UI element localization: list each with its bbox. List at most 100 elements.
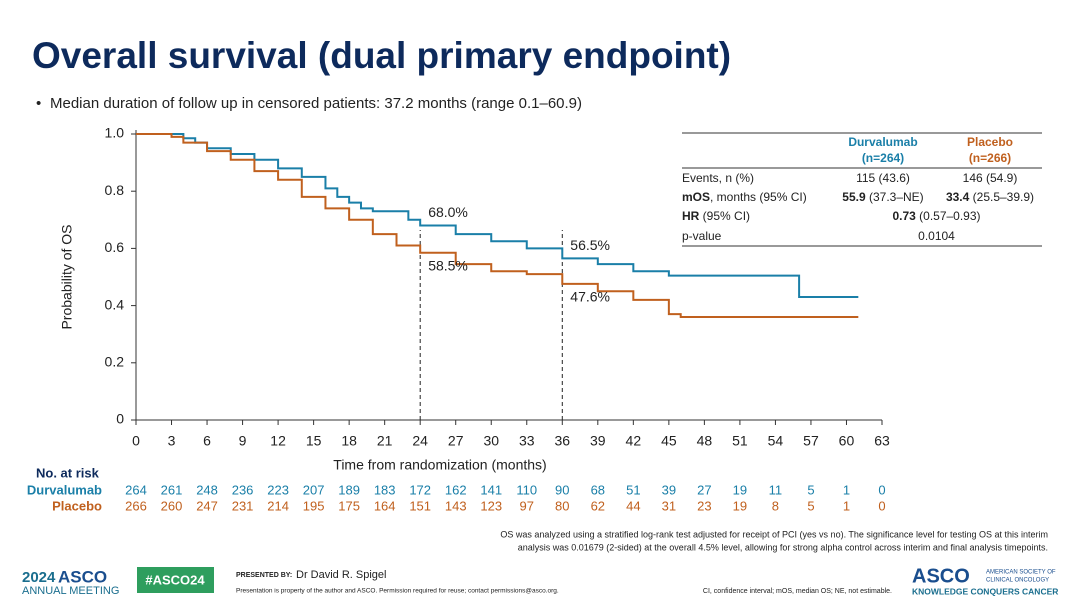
table-header: Placebo bbox=[967, 135, 1013, 149]
cell-text: 146 (54.9) bbox=[963, 171, 1018, 185]
cell-text: (95% CI) bbox=[699, 209, 750, 223]
risk-value: 223 bbox=[267, 482, 289, 497]
meeting-org: ASCO bbox=[58, 567, 107, 586]
risk-row-label: Durvalumab bbox=[27, 482, 102, 497]
risk-value: 23 bbox=[697, 498, 711, 513]
risk-value: 80 bbox=[555, 498, 569, 513]
annotation: 58.5% bbox=[428, 257, 468, 273]
risk-value: 172 bbox=[409, 482, 431, 497]
risk-value: 62 bbox=[591, 498, 605, 513]
table-header: Durvalumab bbox=[848, 135, 917, 149]
risk-value: 207 bbox=[303, 482, 325, 497]
x-tick-label: 39 bbox=[590, 433, 606, 449]
risk-value: 260 bbox=[161, 498, 183, 513]
table-cell: HR (95% CI) bbox=[682, 209, 750, 223]
risk-title: No. at risk bbox=[36, 465, 100, 480]
risk-value: 162 bbox=[445, 482, 467, 497]
risk-value: 248 bbox=[196, 482, 218, 497]
y-axis-label: Probability of OS bbox=[59, 224, 75, 329]
cell-bold: mOS bbox=[682, 190, 710, 204]
cell-bold: 55.9 bbox=[842, 190, 866, 204]
cell-text: (25.5–39.9) bbox=[969, 190, 1034, 204]
risk-value: 97 bbox=[520, 498, 534, 513]
footnote: OS was analyzed using a stratified log-r… bbox=[500, 529, 1048, 539]
logo-tag: KNOWLEDGE CONQUERS CANCER bbox=[912, 586, 1058, 596]
y-tick-label: 0.2 bbox=[105, 354, 125, 370]
x-tick-label: 24 bbox=[412, 433, 428, 449]
x-tick-label: 33 bbox=[519, 433, 535, 449]
table-cell: mOS, months (95% CI) bbox=[682, 190, 807, 204]
risk-value: 1 bbox=[843, 482, 850, 497]
risk-value: 0 bbox=[878, 482, 885, 497]
risk-value: 151 bbox=[409, 498, 431, 513]
risk-value: 264 bbox=[125, 482, 147, 497]
risk-value: 247 bbox=[196, 498, 218, 513]
risk-value: 261 bbox=[161, 482, 183, 497]
cell-bold: HR bbox=[682, 209, 700, 223]
table-cell: 33.4 (25.5–39.9) bbox=[946, 190, 1034, 204]
x-tick-label: 3 bbox=[168, 433, 176, 449]
logo: ASCO bbox=[912, 565, 970, 587]
table-header: (n=266) bbox=[969, 151, 1011, 165]
logo-sub: AMERICAN SOCIETY OF bbox=[986, 570, 1056, 576]
x-tick-label: 54 bbox=[768, 433, 784, 449]
risk-value: 143 bbox=[445, 498, 467, 513]
presenter: Dr David R. Spigel bbox=[296, 569, 386, 581]
y-tick-label: 1.0 bbox=[105, 125, 125, 141]
risk-value: 123 bbox=[480, 498, 502, 513]
risk-value: 44 bbox=[626, 498, 640, 513]
x-axis-label: Time from randomization (months) bbox=[333, 457, 546, 473]
meeting-year: 2024 bbox=[22, 569, 56, 586]
x-tick-label: 6 bbox=[203, 433, 211, 449]
y-tick-label: 0.6 bbox=[105, 239, 125, 255]
y-tick-label: 0 bbox=[116, 411, 124, 427]
x-tick-label: 45 bbox=[661, 433, 677, 449]
table-cell: 0.0104 bbox=[918, 229, 955, 243]
risk-value: 51 bbox=[626, 482, 640, 497]
risk-value: 11 bbox=[769, 482, 783, 497]
cell-bold: 0.73 bbox=[892, 209, 916, 223]
risk-value: 0 bbox=[878, 498, 885, 513]
risk-value: 175 bbox=[338, 498, 360, 513]
x-tick-label: 57 bbox=[803, 433, 819, 449]
table-cell: p-value bbox=[682, 229, 722, 243]
annotation: 56.5% bbox=[570, 237, 610, 253]
risk-value: 183 bbox=[374, 482, 396, 497]
property-note: Presentation is property of the author a… bbox=[236, 588, 559, 595]
table-cell: 0.73 (0.57–0.93) bbox=[892, 209, 980, 223]
risk-value: 68 bbox=[591, 482, 605, 497]
x-tick-label: 21 bbox=[377, 433, 393, 449]
risk-value: 5 bbox=[807, 482, 814, 497]
cell-text: (0.57–0.93) bbox=[916, 209, 981, 223]
risk-value: 39 bbox=[662, 482, 676, 497]
x-tick-label: 9 bbox=[239, 433, 247, 449]
risk-value: 19 bbox=[733, 482, 747, 497]
cell-text: (37.3–NE) bbox=[866, 190, 924, 204]
risk-value: 189 bbox=[338, 482, 360, 497]
survival-curve bbox=[136, 133, 859, 319]
risk-value: 231 bbox=[232, 498, 254, 513]
bullet: Median duration of follow up in censored… bbox=[50, 95, 582, 112]
x-tick-label: 0 bbox=[132, 433, 140, 449]
cell-text: Events, n (%) bbox=[682, 171, 754, 185]
risk-value: 236 bbox=[232, 482, 254, 497]
x-tick-label: 30 bbox=[483, 433, 499, 449]
meeting-name: ANNUAL MEETING bbox=[22, 585, 119, 597]
risk-value: 110 bbox=[516, 482, 537, 497]
hashtag-box bbox=[137, 567, 214, 593]
risk-row-label: Placebo bbox=[52, 498, 102, 513]
hashtag: #ASCO24 bbox=[145, 572, 205, 587]
table-header: (n=264) bbox=[862, 151, 904, 165]
y-tick-label: 0.4 bbox=[105, 296, 125, 312]
logo-sub: CLINICAL ONCOLOGY bbox=[986, 578, 1049, 584]
x-tick-label: 18 bbox=[341, 433, 357, 449]
risk-value: 19 bbox=[733, 498, 747, 513]
cell-text: 0.0104 bbox=[918, 229, 955, 243]
x-tick-label: 12 bbox=[270, 433, 286, 449]
risk-value: 1 bbox=[843, 498, 850, 513]
risk-value: 5 bbox=[807, 498, 814, 513]
risk-value: 31 bbox=[662, 498, 676, 513]
presented-by: PRESENTED BY: bbox=[236, 572, 292, 579]
risk-value: 164 bbox=[374, 498, 396, 513]
